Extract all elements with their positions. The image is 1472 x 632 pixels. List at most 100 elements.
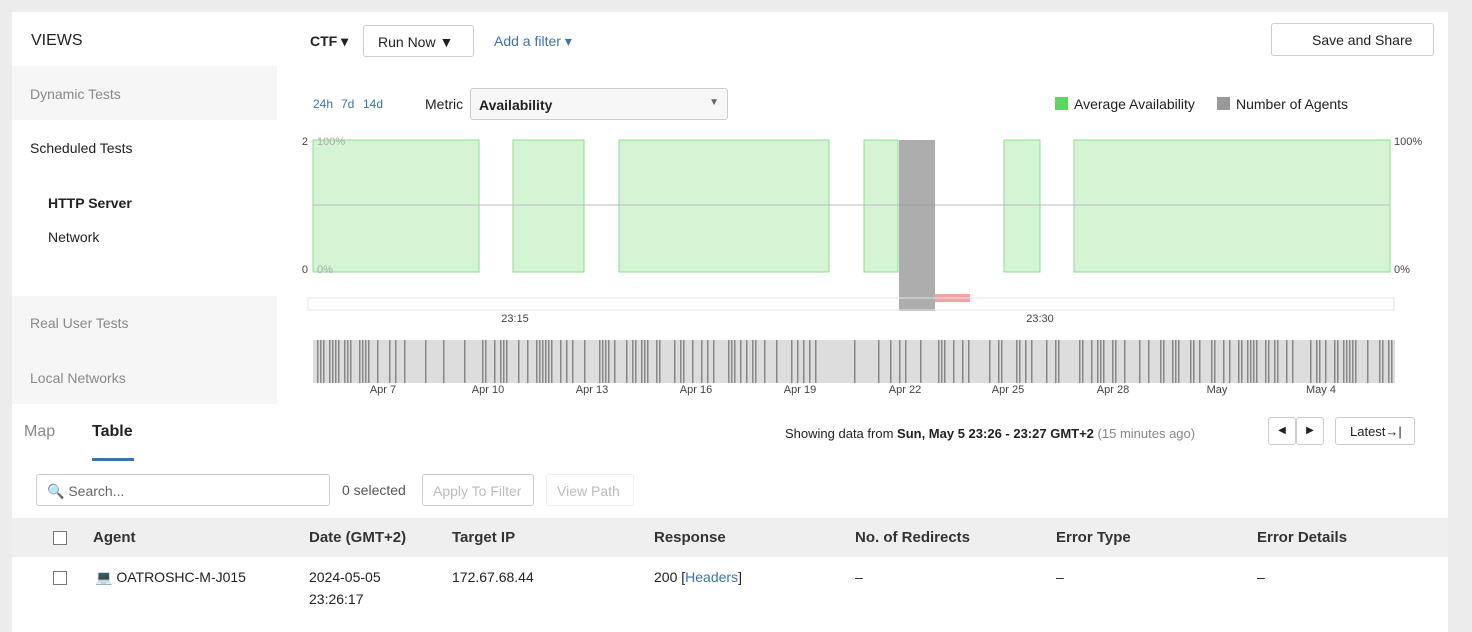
stripe (731, 340, 733, 383)
stripe (317, 340, 319, 383)
stripe (602, 340, 604, 383)
stripe (998, 340, 1000, 383)
stripe (539, 340, 541, 383)
axis-label: 0 (302, 264, 308, 276)
axis-label: 100% (317, 136, 345, 148)
nav-item[interactable]: Local Networks (30, 370, 126, 386)
stripe (626, 340, 628, 383)
stripe (680, 340, 682, 383)
stripe (803, 340, 805, 383)
stripe (674, 340, 676, 383)
stripe (1319, 340, 1321, 383)
legend-label: Number of Agents (1236, 96, 1349, 112)
range[interactable]: 7d (341, 97, 355, 111)
status-ago: (15 minutes ago) (1097, 426, 1196, 441)
save-share[interactable]: Save and Share (1271, 23, 1434, 56)
stripe (347, 340, 349, 383)
prev[interactable]: ◀ (1268, 417, 1296, 445)
stripe (1247, 340, 1249, 383)
checkbox[interactable] (53, 531, 67, 545)
ip: 172.67.68.44 (452, 569, 534, 585)
legend-label: Average Availability (1074, 96, 1195, 112)
stripe (1241, 340, 1243, 383)
stripe (1211, 340, 1213, 383)
stripe (1112, 340, 1114, 383)
stripe (332, 340, 334, 383)
stripe (1325, 340, 1327, 383)
stripe (485, 340, 487, 383)
code: 200 (654, 569, 678, 585)
legend-swatch (1055, 97, 1068, 110)
table-header (12, 518, 1448, 557)
stripe (1214, 340, 1216, 383)
stripe (506, 340, 508, 383)
nav-item[interactable]: Network (48, 229, 100, 245)
stripe (377, 340, 379, 383)
stripe (1274, 340, 1276, 383)
label: View Path (557, 483, 620, 499)
stripe (659, 340, 661, 383)
stripe (329, 340, 331, 383)
stripe (713, 340, 715, 383)
tab[interactable]: Map (24, 423, 56, 440)
column-header: Response (654, 529, 726, 546)
stripe (1139, 340, 1141, 383)
metric-select[interactable]: Availability ▼ (470, 88, 728, 120)
nav-item[interactable]: Dynamic Tests (30, 86, 121, 102)
stripe (878, 340, 880, 383)
apply-filter[interactable]: Apply To Filter (422, 474, 534, 506)
availability-block (1073, 139, 1391, 273)
stripe (944, 340, 946, 383)
stripe (968, 340, 970, 383)
label: Run Now (378, 34, 436, 50)
selected-count: 0 selected (342, 482, 406, 498)
overview-tick: May 4 (1306, 384, 1336, 396)
agent-name: OATROSHC-M-J015 (116, 569, 246, 585)
stripe (368, 340, 370, 383)
checkbox[interactable] (53, 571, 67, 585)
stripe (1382, 340, 1384, 383)
range[interactable]: 24h (313, 97, 334, 111)
stripe (1103, 340, 1105, 383)
nav-item[interactable]: Scheduled Tests (30, 140, 133, 156)
latest[interactable]: Latest→| (1335, 417, 1415, 445)
stripe (1310, 340, 1312, 383)
stripe (365, 340, 367, 383)
run-now[interactable]: Run Now ▼ (363, 25, 474, 57)
headers-link[interactable]: Headers (685, 569, 739, 585)
nav-item[interactable]: HTTP Server (48, 195, 132, 211)
axis-label: 0% (1394, 264, 1410, 276)
stripe (1175, 340, 1177, 383)
stripe (320, 340, 322, 383)
overview-ticks: Apr 7 Apr 10 Apr 13 Apr 16 Apr 19 Apr 22 Apr 2… (370, 384, 1336, 396)
view-select[interactable]: CTF ▾ (310, 33, 349, 49)
time-tick: 23:30 (1026, 313, 1054, 325)
stripe (644, 340, 646, 383)
search[interactable]: 🔍 Search... (36, 474, 330, 506)
range[interactable]: 14d (363, 97, 384, 111)
stripe (350, 340, 352, 383)
time: 23:26:17 (309, 591, 364, 607)
status-range: Sun, May 5 23:26 - 23:27 GMT+2 (897, 426, 1094, 441)
stripe (1079, 340, 1081, 383)
blocks (312, 139, 1391, 273)
stripe (656, 340, 658, 383)
tab[interactable]: Table (92, 423, 133, 440)
stripe (692, 340, 694, 383)
stripe (890, 340, 892, 383)
stripe (683, 340, 685, 383)
stripe (740, 340, 742, 383)
next[interactable]: ▶ (1296, 417, 1324, 445)
nav-item[interactable]: Real User Tests (30, 315, 129, 331)
add-filter[interactable]: Add a filter ▾ (494, 33, 572, 49)
stripe (1001, 340, 1003, 383)
stripe (1346, 340, 1348, 383)
stripes (317, 340, 1393, 383)
column-header: Date (GMT+2) (309, 529, 407, 546)
axis-label: 100% (1394, 136, 1422, 148)
overview-tick: Apr 22 (889, 384, 921, 396)
stripe (776, 340, 778, 383)
stripe (746, 340, 748, 383)
view-path[interactable]: View Path (546, 474, 634, 506)
stripe (494, 340, 496, 383)
